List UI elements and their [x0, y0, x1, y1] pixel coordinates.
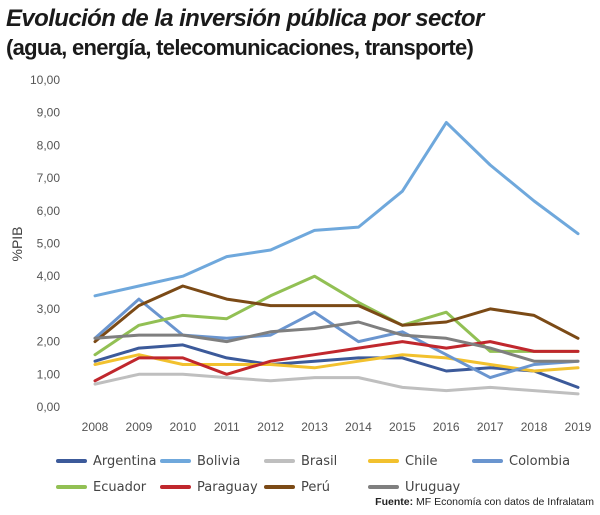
- legend-swatch: [264, 485, 295, 489]
- title-line-2: (agua, energía, telecomunicaciones, tran…: [6, 35, 474, 60]
- legend-label: Argentina: [93, 453, 157, 469]
- legend-label: Bolivia: [197, 453, 241, 469]
- y-tick-label: 8,00: [37, 138, 61, 152]
- x-tick-label: 2014: [345, 420, 372, 434]
- legend-swatch: [56, 485, 87, 489]
- legend-item: Argentina: [56, 454, 160, 469]
- chart-title: Evolución de la inversión pública por se…: [6, 4, 600, 62]
- x-tick-label: 2010: [169, 420, 196, 434]
- legend-item: Paraguay: [160, 480, 264, 495]
- y-axis-label: %PIB: [9, 226, 25, 261]
- legend-label: Chile: [405, 453, 438, 469]
- x-tick-label: 2012: [257, 420, 284, 434]
- x-tick-label: 2011: [214, 420, 240, 434]
- y-tick-label: 4,00: [37, 269, 61, 283]
- legend-swatch: [264, 459, 295, 463]
- x-tick-label: 2016: [433, 420, 460, 434]
- series-line-argentina: Argentina: [93, 343, 580, 389]
- legend-label: Brasil: [301, 453, 338, 469]
- legend-swatch: [368, 459, 399, 463]
- title-line-1: Evolución de la inversión pública por se…: [6, 5, 484, 32]
- legend-item: Bolivia: [160, 454, 264, 469]
- x-tick-label: 2017: [477, 420, 504, 434]
- y-tick-label: 0,00: [37, 400, 61, 414]
- legend-row: Ecuador Paraguay Perú Uruguay: [56, 474, 600, 500]
- legend-row: Argentina Bolivia Brasil Chile Colombia: [56, 448, 600, 474]
- series-line-ecuador: Ecuador: [93, 274, 580, 357]
- x-tick-label: 2008: [82, 420, 109, 434]
- legend-item: Colombia: [472, 454, 576, 469]
- legend-label: Ecuador: [93, 479, 147, 495]
- legend-label: Colombia: [509, 453, 571, 469]
- source-label: Fuente:: [375, 496, 414, 508]
- y-tick-label: 2,00: [37, 335, 61, 349]
- series-layer: Argentina Bolivia BrasilChileColombiaEcuad…: [93, 121, 580, 396]
- x-tick-label: 2009: [126, 420, 153, 434]
- x-tick-label: 2019: [565, 420, 592, 434]
- legend-label: Uruguay: [405, 479, 461, 495]
- series-line-uruguay: Uruguay: [93, 320, 580, 363]
- legend-item: Ecuador: [56, 480, 160, 495]
- legend-label: Paraguay: [197, 479, 258, 495]
- y-tick-label: 7,00: [37, 171, 61, 185]
- legend-label: Perú: [301, 479, 330, 495]
- legend-item: Uruguay: [368, 480, 472, 495]
- x-tick-label: 2018: [521, 420, 548, 434]
- series-line-bolivia: Bolivia: [93, 121, 580, 298]
- y-tick-label: 5,00: [37, 237, 61, 251]
- legend-swatch: [160, 459, 191, 463]
- y-tick-label: 3,00: [37, 302, 61, 316]
- y-tick-label: 10,00: [30, 73, 60, 87]
- series-line-peru: Perú: [93, 284, 580, 344]
- x-tick-label: 2015: [389, 420, 416, 434]
- series-line-chile: Chile: [93, 353, 580, 373]
- legend: Argentina Bolivia Brasil Chile Colombia Ecuad…: [56, 448, 600, 500]
- x-tick-label: 2013: [301, 420, 328, 434]
- axis-layer: 0,00 1,00 2,00 3,00 4,00 5,00 6,00 7,00 8,00 9,00…: [30, 73, 592, 434]
- source-note: Fuente: MF Economía con datos de Infrala…: [375, 496, 594, 508]
- series-line-brasil: Brasil: [93, 372, 580, 396]
- legend-item: Perú: [264, 480, 368, 495]
- y-tick-label: 6,00: [37, 204, 61, 218]
- series-line-colombia: Colombia: [93, 297, 580, 380]
- line-chart: %PIB 0,00 1,00 2,00 3,00 4,00 5,00 6,00 7,00 8,0…: [9, 73, 592, 434]
- legend-swatch: [160, 485, 191, 489]
- legend-item: Chile: [368, 454, 472, 469]
- legend-swatch: [56, 459, 87, 463]
- source-text: MF Economía con datos de Infralatam: [413, 496, 594, 508]
- y-tick-label: 1,00: [37, 367, 61, 381]
- series-line-paraguay: Paraguay: [93, 340, 580, 383]
- legend-swatch: [472, 459, 503, 463]
- y-tick-label: 9,00: [37, 106, 61, 120]
- legend-swatch: [368, 485, 399, 489]
- legend-item: Brasil: [264, 454, 368, 469]
